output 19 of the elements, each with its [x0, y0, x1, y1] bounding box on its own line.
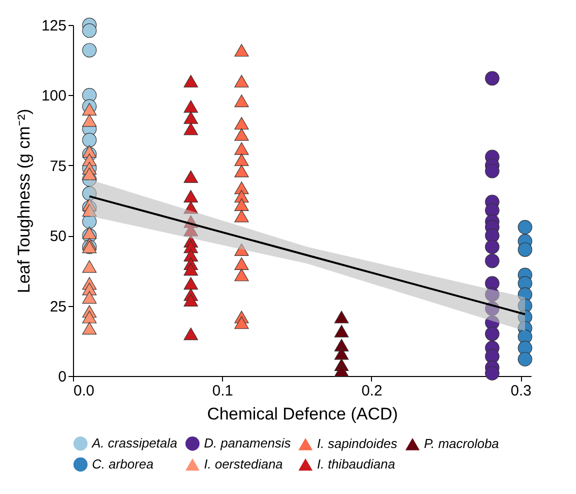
y-tick-label: 100 — [41, 88, 66, 105]
y-axis-title: Leaf Toughness (g cm⁻²) — [14, 108, 34, 294]
legend-label: I. thibaudiana — [317, 456, 396, 472]
y-tick-label: 50 — [50, 228, 66, 246]
x-tick-label: 0.3 — [510, 382, 532, 400]
y-tick-label: 125 — [41, 18, 66, 34]
legend-label: I. sapindoides — [317, 436, 398, 452]
x-tick-label: 0.2 — [361, 382, 382, 400]
y-tick-label: 25 — [50, 298, 66, 316]
legend-label: C. arborea — [92, 456, 154, 472]
legend-label: P. macroloba — [424, 436, 499, 452]
y-tick-label: 75 — [50, 158, 66, 175]
x-axis-title: Chemical Defence (ACD) — [207, 404, 398, 424]
x-tick-label: 0.0 — [74, 382, 94, 400]
legend-label: I. oerstediana — [204, 456, 283, 472]
x-tick-label: 0.1 — [212, 382, 234, 400]
y-tick-label: 0 — [58, 368, 66, 386]
legend-label: A. crassipetala — [91, 436, 178, 451]
legend-label: D. panamensis — [204, 436, 292, 451]
